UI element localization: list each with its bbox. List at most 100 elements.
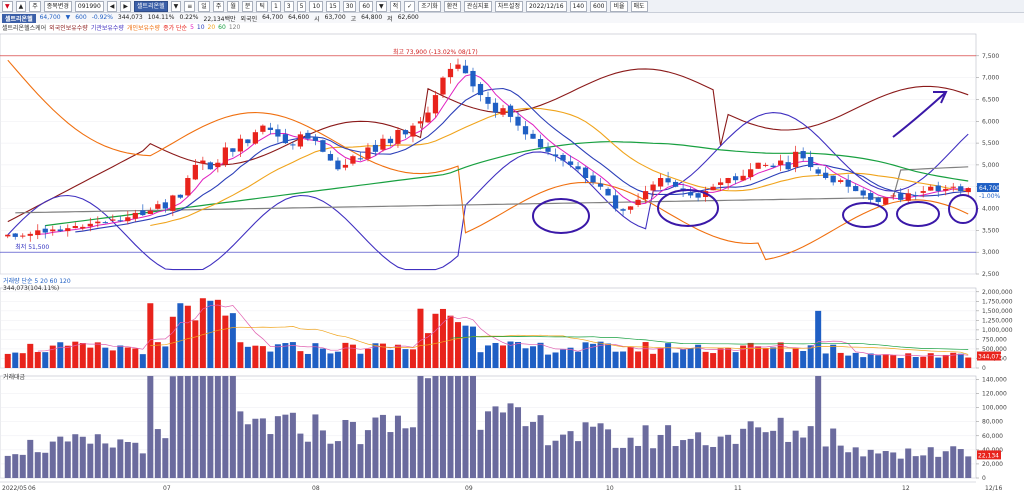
trading-value-bar (755, 427, 762, 478)
volume-bar (222, 315, 229, 368)
toolbar-item[interactable]: ✓ (404, 0, 416, 12)
trading-value-bar (207, 376, 214, 478)
y-tick-label: 7,500 (982, 53, 999, 60)
toolbar-item[interactable]: 틱 (256, 0, 268, 12)
candle-body (958, 186, 964, 192)
trading-value-bar (237, 411, 244, 478)
volume-bar (687, 348, 694, 368)
toolbar-item[interactable]: 차트설정 (494, 0, 523, 12)
volume-bar (12, 352, 19, 368)
candle-body (823, 172, 829, 178)
low-price-label: 최저 51,500 (15, 243, 49, 251)
volume-bar (342, 342, 349, 368)
volume-bar (57, 342, 64, 368)
trading-value-bar (912, 456, 919, 478)
toolbar-item[interactable]: 3 (283, 0, 294, 12)
toolbar-item[interactable]: 셀트리온헬 (134, 0, 168, 12)
trading-value-bar (162, 438, 169, 478)
info-value: 344,073 (117, 13, 143, 21)
toolbar-item[interactable]: ▼ (170, 0, 182, 12)
volume-bar (500, 345, 507, 368)
trading-value-bar (740, 428, 747, 478)
volume-bar (590, 343, 597, 368)
toolbar-item[interactable]: 15 (326, 0, 340, 12)
candle-body (132, 212, 138, 219)
candle-body (748, 169, 754, 178)
volume-bar (515, 342, 522, 368)
toolbar-item[interactable]: ≡ (184, 0, 196, 12)
candle-body (530, 133, 536, 139)
toolbar-item[interactable]: 분 (241, 0, 254, 12)
volume-bar (710, 353, 717, 368)
toolbar-item[interactable]: 2022/12/16 (525, 0, 567, 12)
candle-body (5, 234, 11, 237)
volume-bar (259, 346, 266, 368)
toolbar-item[interactable]: 주 (212, 0, 225, 12)
stock-name[interactable]: 셀트리온헬 (2, 13, 36, 23)
toolbar-item[interactable]: 10 (309, 0, 324, 12)
toolbar-item[interactable]: ▲ (15, 0, 27, 12)
volume-bar (935, 357, 942, 368)
x-tick-label: 11 (734, 485, 742, 492)
candle-body (125, 217, 131, 222)
candle-body (327, 154, 334, 161)
trading-value-bar (792, 430, 799, 478)
volume-bar (162, 346, 169, 368)
toolbar-item[interactable]: 091990 (74, 0, 104, 12)
toolbar-item[interactable]: 주 (29, 0, 41, 12)
institution-holding-line (7, 112, 969, 271)
x-tick-label: 10 (606, 485, 614, 492)
info-value: 64,600 (288, 13, 310, 21)
toolbar-item[interactable]: 140 (569, 0, 588, 12)
annotation-arrowhead (933, 91, 948, 104)
toolbar-item[interactable]: 일 (198, 0, 210, 12)
y-tick-label: 1,250,000 (982, 317, 1013, 324)
trading-value-bar (882, 451, 889, 478)
candle-body (597, 183, 604, 187)
toolbar-item[interactable]: 매도 (630, 0, 648, 12)
toolbar-item[interactable]: 월 (227, 0, 239, 12)
trading-value-bar (807, 426, 814, 478)
trading-value-bar (34, 452, 41, 478)
volume-bar (477, 352, 484, 368)
toolbar-item[interactable]: ▼ (2, 0, 13, 12)
info-value: 22,134백만 (203, 15, 236, 23)
toolbar-item[interactable]: 5 (296, 0, 307, 12)
volume-bar (282, 343, 289, 368)
toolbar-item[interactable]: 60 (359, 0, 373, 12)
toolbar-item[interactable]: ▶ (120, 0, 132, 12)
toolbar-item[interactable]: 1 (270, 0, 281, 12)
trading-value-bar (657, 434, 664, 478)
toolbar-item[interactable]: 30 (342, 0, 357, 12)
volume-bar (650, 353, 657, 368)
volume-bar (695, 344, 702, 368)
candle-body (192, 164, 198, 180)
trading-value-bar (560, 434, 567, 478)
candle-body (537, 139, 544, 148)
toolbar-item[interactable]: 비율 (610, 0, 628, 12)
candle-body (215, 162, 221, 168)
trading-value-bar (154, 429, 161, 478)
volume-bar (740, 345, 747, 368)
toolbar-item[interactable]: 600 (590, 0, 608, 12)
volume-bar (154, 342, 161, 368)
toolbar-item[interactable]: 종목변경 (43, 0, 72, 12)
toolbar-item[interactable]: ◀ (106, 0, 118, 12)
y-tick-label: 140,000 (982, 377, 1007, 384)
volume-bar (762, 348, 769, 368)
toolbar-item[interactable]: 조기화 (418, 0, 441, 12)
toolbar-item[interactable]: ▼ (376, 0, 387, 12)
toolbar-item[interactable]: 환전 (443, 0, 461, 12)
volume-bar (109, 350, 116, 368)
y-tick-label: 60,000 (982, 433, 1003, 440)
candle-body (35, 230, 41, 236)
trading-value-bar (605, 429, 612, 478)
y-tick-label: 120,000 (982, 391, 1007, 398)
candle-body (417, 121, 424, 124)
trading-value-bar (927, 447, 934, 478)
toolbar-item[interactable]: 관심지표 (463, 0, 492, 12)
annotation-circle (657, 189, 719, 227)
toolbar-item[interactable]: 적 (389, 0, 402, 12)
candle-body (507, 105, 514, 117)
